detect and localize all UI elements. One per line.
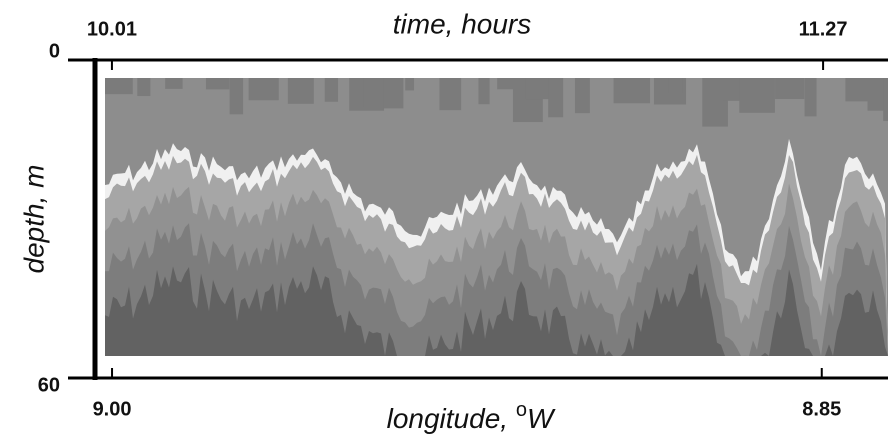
shading-patch bbox=[363, 78, 377, 108]
shading-patch bbox=[229, 78, 244, 115]
top-tick-label: 11.27 bbox=[799, 18, 848, 40]
shading-patch bbox=[105, 78, 133, 95]
shading-patch bbox=[739, 78, 775, 113]
shading-patch bbox=[383, 78, 404, 109]
y-axis-label: depth, m bbox=[18, 165, 49, 274]
shading-patch bbox=[165, 78, 183, 89]
shading-patch bbox=[867, 78, 888, 111]
shading-patch bbox=[497, 78, 517, 90]
shading-patch bbox=[775, 78, 805, 100]
shading-patch bbox=[883, 78, 888, 122]
shading-patch bbox=[287, 78, 314, 104]
shading-patch bbox=[668, 78, 683, 94]
shading-patch bbox=[548, 78, 564, 118]
x-axis-label-superscript: o bbox=[516, 399, 527, 421]
shading-patch bbox=[574, 78, 590, 114]
top-tick-label: 10.01 bbox=[87, 18, 137, 40]
bottom-tick-label: 8.85 bbox=[802, 398, 841, 420]
y-tick-label: 0 bbox=[49, 40, 60, 62]
top-axis-label: time, hours bbox=[393, 8, 532, 39]
shading-patch bbox=[205, 78, 230, 90]
shading-layer bbox=[105, 263, 888, 356]
x-axis-label: longitude, oW bbox=[387, 399, 556, 434]
x-axis-label-unit: W bbox=[527, 403, 556, 434]
bottom-tick-label: 9.00 bbox=[93, 398, 132, 420]
section-field bbox=[105, 78, 888, 356]
shading-patch bbox=[525, 78, 550, 100]
shading-patch bbox=[804, 78, 817, 117]
shading-patch bbox=[845, 78, 872, 102]
shading-patch bbox=[137, 78, 151, 97]
shading-patch bbox=[439, 78, 462, 111]
shading-patch bbox=[478, 78, 490, 105]
shading-patch bbox=[324, 78, 339, 102]
shading-patch bbox=[722, 78, 742, 101]
shading-patch bbox=[248, 78, 279, 101]
shading-patch bbox=[405, 78, 415, 91]
shading-patch bbox=[613, 78, 651, 104]
y-tick-label: 60 bbox=[38, 374, 60, 396]
x-axis-label-text: longitude, bbox=[387, 403, 516, 434]
